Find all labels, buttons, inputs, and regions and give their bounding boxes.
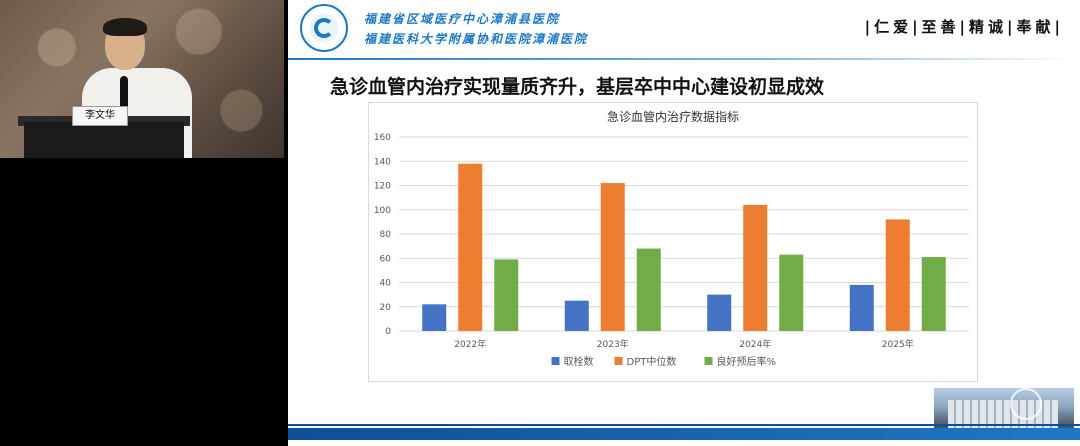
bar-取栓数-2024年 xyxy=(707,294,732,331)
watermark-logo-icon xyxy=(1010,388,1042,420)
hospital-name-primary: 福建省区域医疗中心漳浦县医院 xyxy=(364,12,561,26)
hospital-logo-icon xyxy=(300,4,348,52)
bar-取栓数-2023年 xyxy=(564,300,589,331)
y-tick-label: 80 xyxy=(380,230,392,240)
bar-chart-container: 急诊血管内治疗数据指标 0 20 40 60 80 100 120 140 160 2022年 202… xyxy=(368,102,978,382)
bar-良好预后率%-2022年 xyxy=(494,259,519,331)
microphone-icon xyxy=(120,76,128,116)
logo-swirl xyxy=(314,18,334,38)
legend-label: DPT中位数 xyxy=(627,355,677,368)
bar-良好预后率%-2024年 xyxy=(779,254,804,331)
header-divider xyxy=(288,58,1080,60)
bar-chart: 急诊血管内治疗数据指标 0 20 40 60 80 100 120 140 160 2022年 202… xyxy=(374,109,969,368)
y-tick-label: 0 xyxy=(385,327,391,337)
legend-swatch xyxy=(614,357,623,365)
legend-label: 良好预后率% xyxy=(717,355,777,368)
y-tick-label: 20 xyxy=(380,303,392,313)
legend-label: 取栓数 xyxy=(564,355,594,368)
hospital-motto: |仁爱|至善|精诚|奉献| xyxy=(864,18,1064,36)
bar-DPT中位数-2025年 xyxy=(885,219,910,331)
x-tick-label: 2022年 xyxy=(454,338,486,350)
bar-取栓数-2025年 xyxy=(849,284,874,331)
y-tick-label: 120 xyxy=(374,182,391,192)
bar-良好预后率%-2023年 xyxy=(636,248,661,331)
bar-DPT中位数-2024年 xyxy=(743,204,768,331)
bar-DPT中位数-2022年 xyxy=(458,163,483,331)
speaker-nameplate: 李文华 xyxy=(72,106,128,126)
y-tick-label: 60 xyxy=(380,254,392,264)
hospital-name-secondary: 福建医科大学附属协和医院漳浦医院 xyxy=(364,32,589,46)
footer-line xyxy=(288,424,1080,426)
bar-良好预后率%-2025年 xyxy=(921,257,946,331)
chart-title: 急诊血管内治疗数据指标 xyxy=(607,109,739,124)
bar-DPT中位数-2023年 xyxy=(600,183,625,331)
speaker-video: 李文华 xyxy=(0,0,284,158)
podium xyxy=(24,122,184,158)
legend-swatch xyxy=(551,357,560,365)
slide-title: 急诊血管内治疗实现量质齐升，基层卒中中心建设初显成效 xyxy=(330,76,825,98)
hospital-building-photo xyxy=(934,388,1074,428)
x-tick-label: 2023年 xyxy=(597,338,629,350)
x-tick-label: 2025年 xyxy=(882,338,914,350)
legend-swatch xyxy=(704,357,713,365)
y-tick-label: 100 xyxy=(374,206,391,216)
y-tick-label: 160 xyxy=(374,133,391,143)
y-tick-label: 40 xyxy=(380,279,392,289)
y-tick-label: 140 xyxy=(374,157,391,167)
slide-header: 福建省区域医疗中心漳浦县医院 福建医科大学附属协和医院漳浦医院 |仁爱|至善|精… xyxy=(288,0,1080,56)
footer-bar xyxy=(288,428,1080,440)
speaker-hair xyxy=(103,18,147,36)
x-tick-label: 2024年 xyxy=(739,338,771,350)
bar-取栓数-2022年 xyxy=(422,304,447,331)
presentation-slide: 福建省区域医疗中心漳浦县医院 福建医科大学附属协和医院漳浦医院 |仁爱|至善|精… xyxy=(288,0,1080,446)
